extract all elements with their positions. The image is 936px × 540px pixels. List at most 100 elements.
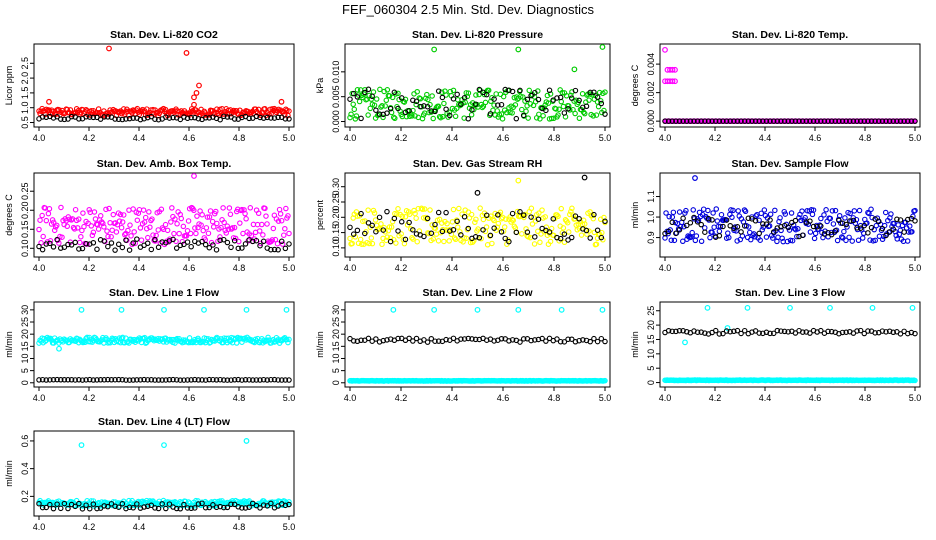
x-tick-label: 5.0	[599, 263, 612, 273]
data-point	[354, 94, 361, 100]
data-point	[543, 338, 549, 344]
y-tick-label: 0.000	[331, 110, 341, 133]
x-tick-label: 4.8	[233, 522, 246, 532]
data-point	[130, 206, 136, 212]
data-point	[785, 118, 791, 124]
data-point	[468, 112, 475, 118]
x-tick-label: 5.0	[283, 522, 296, 532]
data-point	[421, 206, 428, 212]
data-point	[268, 376, 274, 383]
series-2	[36, 376, 292, 383]
data-point	[113, 229, 120, 235]
data-point	[568, 92, 574, 99]
data-point	[450, 227, 457, 233]
data-point	[587, 235, 593, 241]
data-point	[690, 207, 696, 213]
data-point	[689, 229, 695, 236]
data-point	[250, 238, 256, 245]
data-point	[152, 236, 158, 243]
y-axis-label: percent	[315, 199, 325, 230]
data-point	[50, 219, 57, 226]
data-point	[439, 94, 446, 101]
data-point	[43, 241, 49, 247]
data-point	[912, 330, 918, 337]
data-point	[142, 214, 149, 221]
data-point	[131, 229, 137, 235]
data-point	[489, 240, 495, 247]
panel-title: Stan. Dev. Line 1 Flow	[109, 287, 220, 299]
data-point	[227, 211, 234, 218]
data-point	[443, 106, 449, 112]
panel-2: Stan. Dev. Li-820 Pressure 4.0 4.2 4.4 4.6 4.…	[315, 29, 611, 143]
data-point	[756, 118, 762, 124]
y-tick-label: 0.20	[20, 201, 30, 219]
y-tick-label: 0.15	[331, 224, 341, 242]
data-point	[47, 240, 53, 247]
data-point	[152, 505, 158, 511]
data-point	[134, 377, 140, 383]
data-point	[193, 497, 199, 504]
data-point	[798, 217, 804, 224]
outlier-point	[474, 189, 481, 196]
data-point	[694, 219, 701, 225]
data-point	[594, 94, 601, 100]
data-point	[112, 503, 118, 509]
data-point	[528, 337, 534, 344]
data-point	[671, 237, 678, 244]
panel-7: Stan. Dev. Line 1 Flow 4.0 4.2 4.4 4.6 4.8 5.0…	[4, 287, 295, 403]
data-point	[54, 236, 60, 243]
data-point	[760, 221, 766, 227]
data-point	[548, 115, 555, 122]
x-tick-label: 4.2	[83, 263, 96, 273]
data-point	[464, 93, 471, 100]
data-point	[716, 331, 723, 337]
data-point	[465, 90, 472, 96]
data-point	[365, 112, 371, 118]
data-point	[86, 505, 93, 512]
data-point	[760, 118, 766, 124]
data-point	[192, 376, 198, 383]
data-point	[217, 234, 223, 240]
data-point	[95, 226, 102, 232]
data-point	[455, 224, 461, 230]
data-point	[282, 502, 289, 509]
data-point	[814, 223, 820, 230]
data-point	[865, 230, 871, 236]
data-point	[76, 116, 82, 122]
data-point	[260, 232, 266, 238]
data-point	[199, 500, 205, 507]
data-point	[565, 105, 571, 112]
data-point	[205, 230, 212, 237]
data-point	[879, 328, 886, 334]
x-tick-label: 4.8	[548, 393, 561, 403]
data-point	[283, 205, 289, 212]
data-point	[389, 94, 396, 101]
data-point	[868, 206, 874, 213]
data-point	[149, 216, 155, 222]
series-2	[662, 118, 918, 124]
data-point	[224, 239, 231, 246]
data-point	[65, 505, 71, 512]
y-axis-label: ml/min	[4, 460, 14, 487]
data-point	[554, 212, 560, 218]
data-point	[253, 377, 260, 383]
data-point	[187, 230, 194, 237]
data-point	[894, 118, 900, 124]
data-point	[778, 118, 784, 124]
data-point	[727, 328, 733, 335]
data-point	[398, 95, 405, 101]
data-point	[83, 240, 89, 247]
data-point	[275, 247, 281, 253]
data-point	[228, 377, 234, 383]
data-point	[901, 229, 907, 235]
data-point	[57, 245, 64, 251]
data-point	[239, 114, 245, 121]
data-point	[51, 227, 58, 234]
data-point	[861, 222, 868, 229]
data-point	[145, 234, 151, 241]
data-point	[524, 96, 531, 103]
data-point	[116, 218, 123, 224]
data-point	[839, 329, 846, 336]
data-point	[861, 330, 868, 337]
data-point	[89, 232, 96, 239]
